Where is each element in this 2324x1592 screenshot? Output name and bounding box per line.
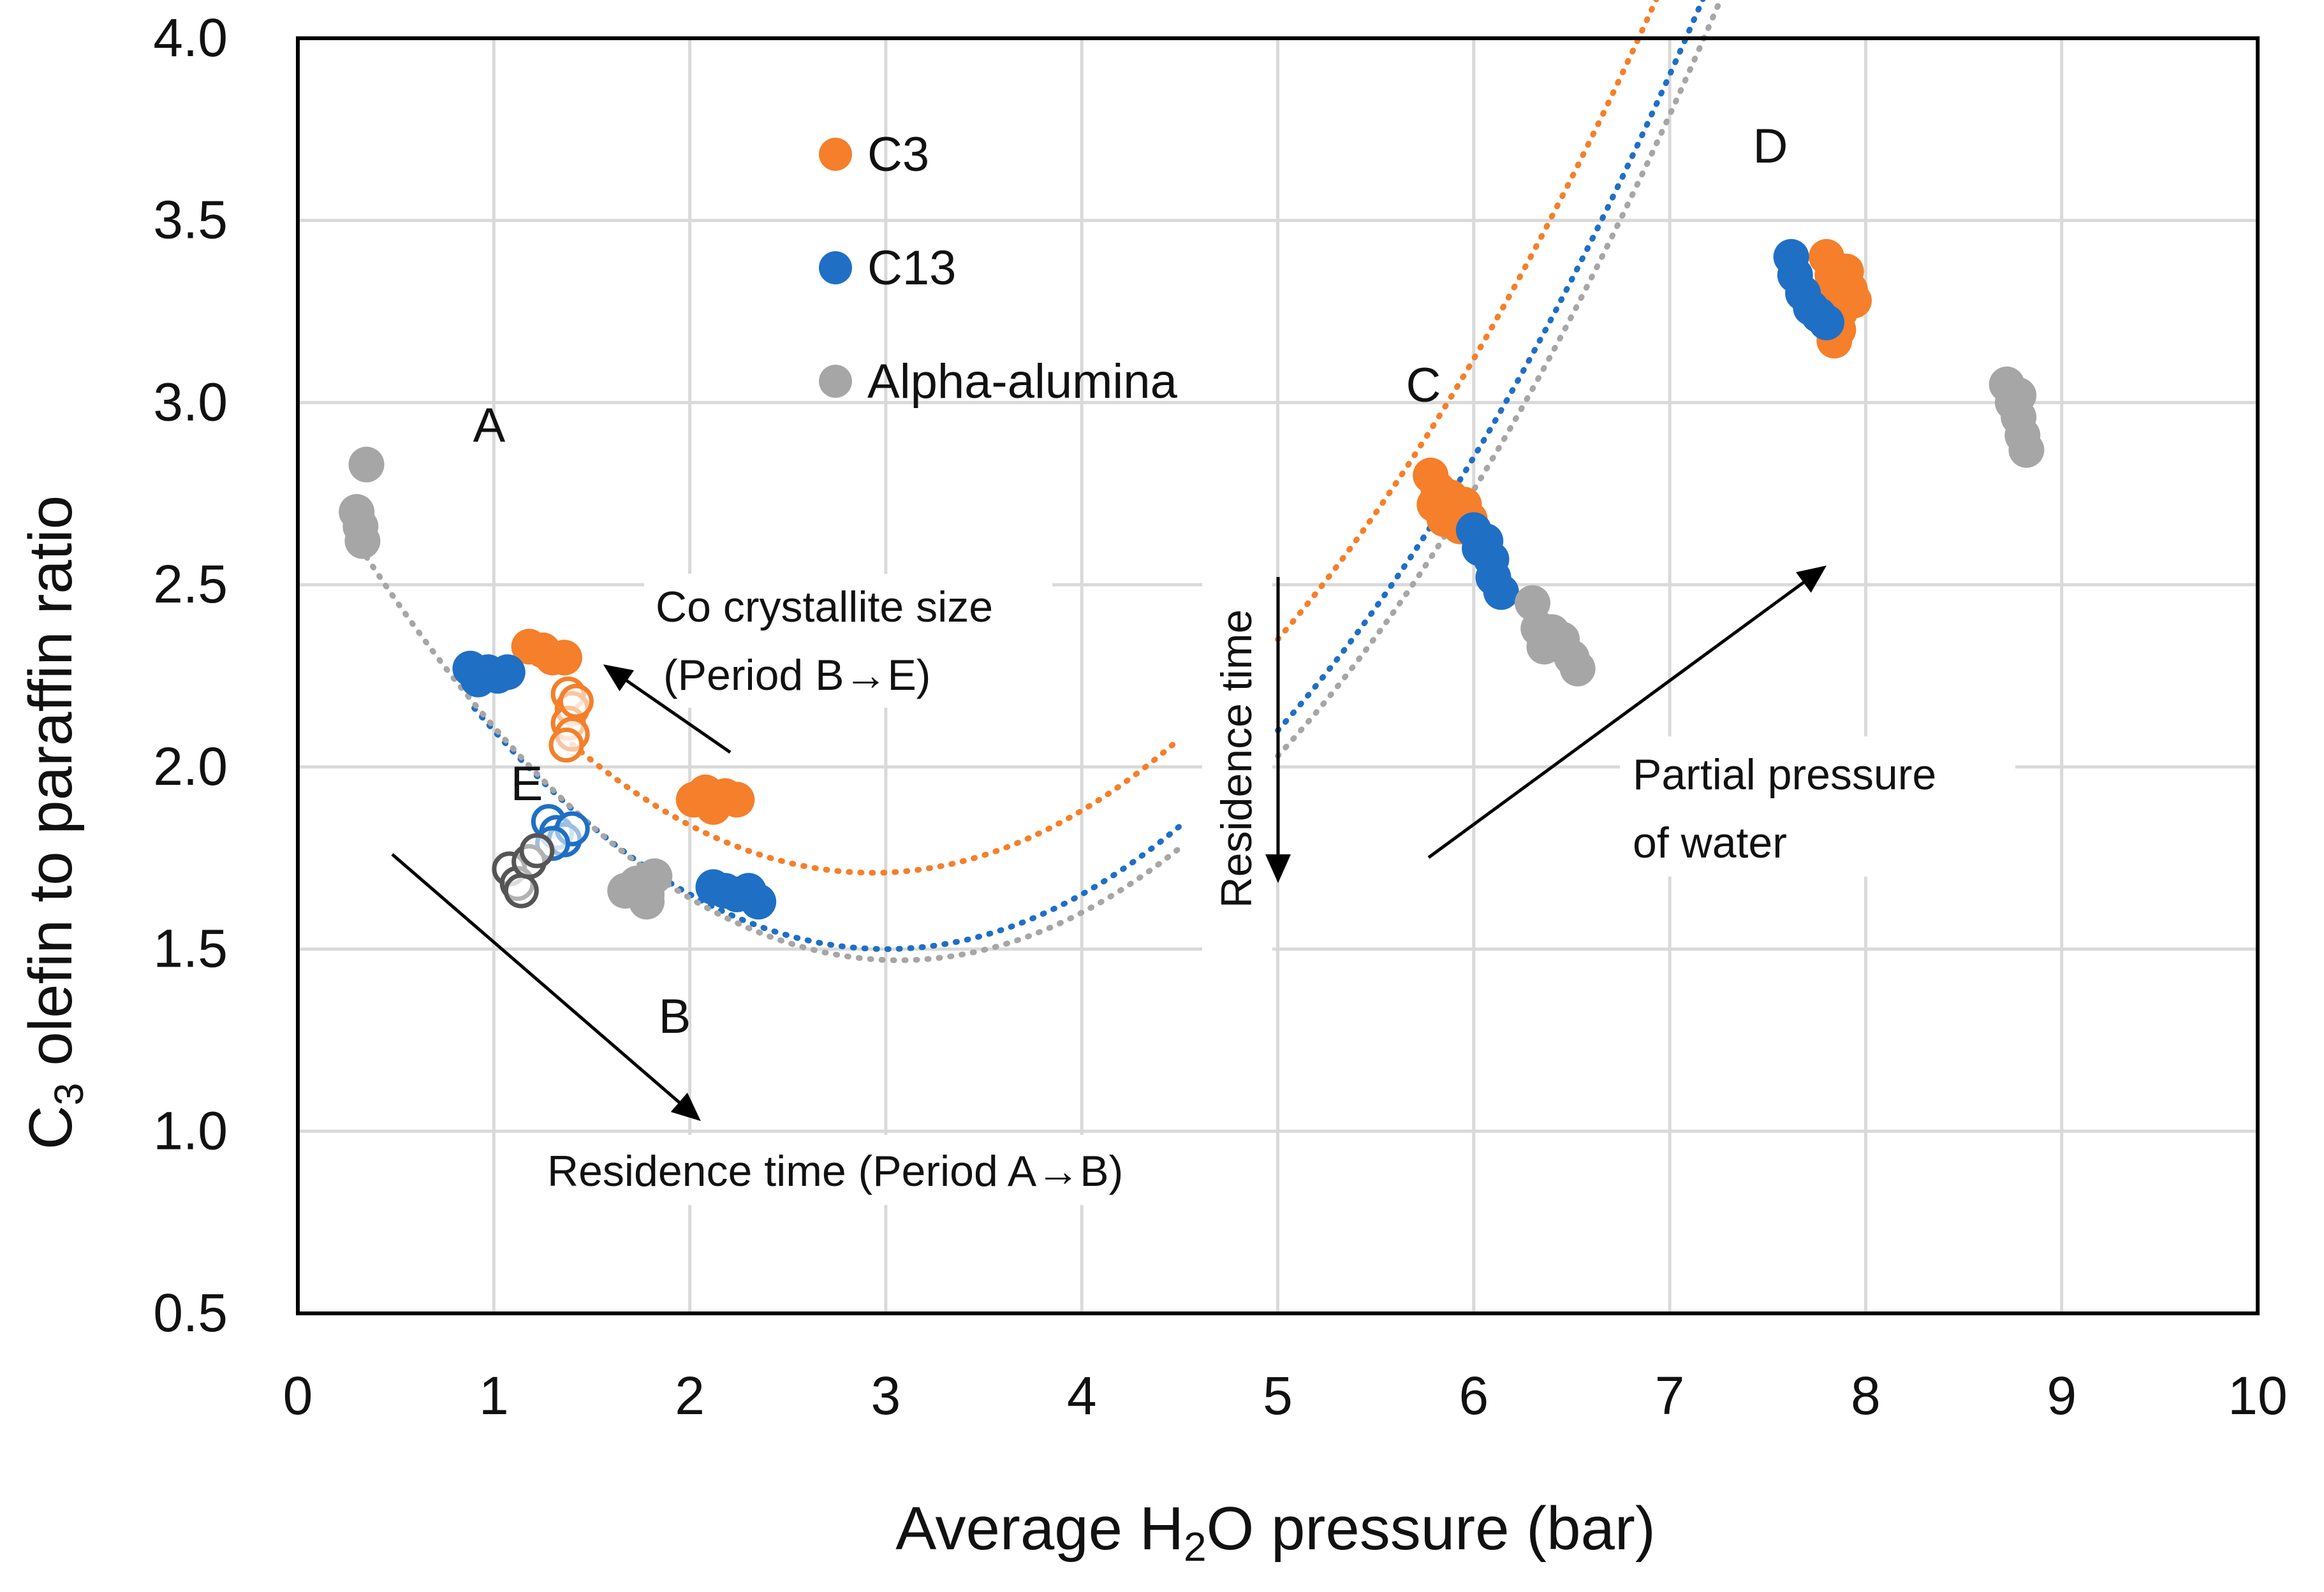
y-tick-label: 4.0 [153, 8, 228, 68]
arrow-residence-time-ab [391, 853, 701, 1121]
point-alpha-alumina [348, 446, 385, 483]
point-alpha-alumina [628, 884, 665, 920]
point-c3 [1835, 282, 1872, 319]
point-alpha-alumina [1559, 650, 1596, 687]
region-label-d: D [1753, 119, 1788, 173]
x-tick-label: 0 [283, 1366, 313, 1426]
legend-swatch-c13 [819, 251, 852, 284]
y-tick-label: 0.5 [153, 1283, 228, 1343]
trendline-alpha-alumina [364, 554, 1183, 963]
region-label-e: E [511, 757, 543, 811]
point-c13 [1808, 304, 1844, 340]
y-tick-label: 3.5 [153, 190, 228, 250]
plot-area-border [296, 36, 2260, 1315]
point-c13 [489, 654, 526, 690]
annotation-bg-residence-ab [536, 1135, 1237, 1205]
y-tick-label: 1.0 [153, 1100, 228, 1160]
region-label-b: B [659, 990, 691, 1044]
y-tick-label: 1.5 [153, 919, 228, 979]
annotation-co-crystallite-line2: (Period B→E) [663, 651, 930, 699]
legend-label-c3: C3 [867, 128, 929, 182]
point-c3 [719, 782, 755, 818]
x-tick-label: 1 [479, 1366, 509, 1426]
annotation-residence-time-ab: Residence time (Period A→B) [547, 1147, 1123, 1195]
legend-label-alpha-alumina: Alpha-alumina [867, 354, 1178, 409]
point-alpha-alumina [2001, 377, 2037, 413]
trendline-c13 [471, 705, 1183, 953]
legend-swatch-alpha-alumina [819, 365, 852, 398]
x-axis-title: Average H2O pressure (bar) [895, 1494, 1656, 1570]
trendline-c3 [569, 736, 1183, 876]
open-point-c3 [558, 683, 594, 719]
open-point-alpha-alumina [503, 873, 539, 909]
point-alpha-alumina [344, 523, 381, 559]
legend-swatch-c3 [819, 138, 852, 171]
x-tick-label: 2 [675, 1366, 705, 1426]
annotation-bg-co [644, 574, 1052, 708]
arrow-co-crystallite [603, 664, 732, 754]
open-point-c3 [548, 727, 584, 763]
annotation-co-crystallite-line1: Co crystallite size [656, 583, 993, 631]
trendline-c13 [1275, 0, 1706, 734]
trendline-c3 [1275, 0, 1659, 643]
trendlines [364, 0, 1724, 963]
y-axis-title: C3 olefin to paraffin ratio [17, 495, 92, 1150]
region-label-c: C [1406, 358, 1441, 413]
legend-label-c13: C13 [867, 241, 956, 295]
open-point-alpha-alumina [519, 833, 555, 868]
arrow-partial-pressure [1427, 566, 1827, 859]
annotation-bg-residence-vertical [1202, 561, 1272, 956]
point-c13 [740, 884, 777, 920]
y-tick-label: 2.5 [153, 554, 228, 614]
x-tick-label: 8 [1851, 1366, 1881, 1426]
x-tick-label: 9 [2047, 1366, 2077, 1426]
y-tick-labels: 0.5 1.0 1.5 2.0 2.5 3.0 3.5 4.0 [153, 8, 228, 1343]
point-alpha-alumina [2008, 432, 2045, 468]
point-c13 [1483, 574, 1519, 610]
region-label-a: A [473, 398, 506, 453]
x-tick-label: 10 [2228, 1366, 2287, 1426]
x-tick-label: 6 [1459, 1366, 1489, 1426]
point-c3 [546, 639, 582, 676]
x-tick-label: 7 [1655, 1366, 1685, 1426]
annotation-residence-time-vertical: Residence time [1212, 610, 1261, 909]
x-tick-label: 3 [871, 1366, 901, 1426]
annotation-partial-pressure-line2: of water [1633, 819, 1787, 867]
data-points [339, 238, 2045, 920]
annotation-bg-partial [1620, 736, 2015, 877]
y-tick-label: 3.0 [153, 372, 228, 432]
x-tick-label: 4 [1067, 1366, 1097, 1426]
annotation-partial-pressure-line1: Partial pressure [1633, 750, 1936, 799]
legend: C3 C13 Alpha-alumina [819, 128, 1178, 409]
x-tick-labels: 0 1 2 3 4 5 6 7 8 9 10 [283, 1366, 2288, 1426]
y-tick-label: 2.0 [153, 736, 228, 796]
x-tick-label: 5 [1263, 1366, 1293, 1426]
